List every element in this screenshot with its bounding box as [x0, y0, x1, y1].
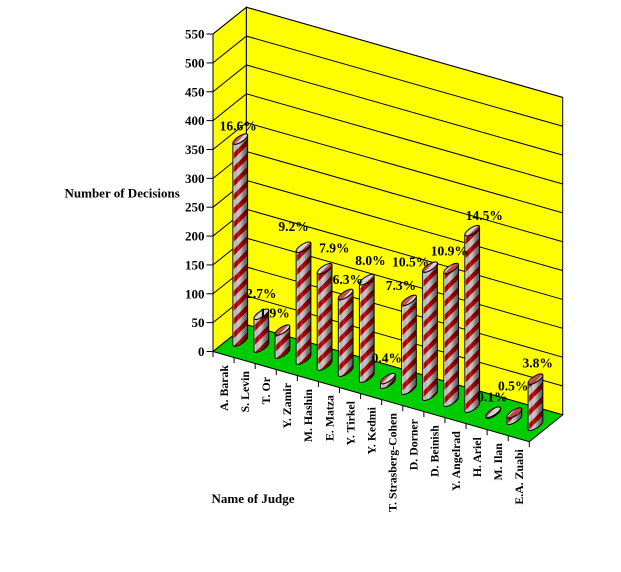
bar-cap-shade	[485, 406, 502, 418]
bar-value-label: 2.7%	[246, 286, 276, 301]
axes: 0 50 100 150 200 250 300 350 400 450 500 550 A. Bara…	[185, 27, 530, 512]
bar-2	[253, 308, 270, 353]
bar-cap-shade	[358, 273, 375, 286]
y-tick-label: 0	[198, 344, 205, 359]
bar-cap-shade	[401, 294, 417, 307]
bar-value-label: 1.9%	[259, 306, 289, 321]
bar-5	[316, 263, 333, 371]
y-tick-label: 550	[185, 27, 205, 42]
category-label: E.A. Zuabi	[512, 448, 526, 504]
bar-cap-shade	[316, 263, 333, 275]
bar-value-label: 8.0%	[355, 253, 385, 268]
y-tick-label: 150	[185, 257, 205, 272]
bar-15	[527, 373, 544, 432]
category-label: M. Ilan	[491, 443, 505, 481]
category-label: T. Or	[259, 377, 273, 404]
bar-body-shade	[443, 264, 459, 407]
bar-value-label: 7.9%	[319, 240, 349, 255]
category-label: Y. Kedmi	[364, 406, 378, 454]
y-tick-label: 250	[185, 200, 205, 215]
category-label: M. Hashin	[301, 389, 315, 443]
bar-12	[464, 224, 481, 413]
gridline	[212, 6, 563, 98]
y-tick-label: 200	[185, 229, 205, 244]
percentage-labels: 16.6% 2.7% 1.9% 9.2% 7.9% 6.3% 8.0% 0.4% 7.3% 10.…	[220, 118, 553, 404]
bar-body-shade	[401, 295, 417, 395]
bar-value-label: 0.4%	[372, 350, 402, 365]
bar-value-label: 10.5%	[392, 255, 429, 270]
category-label: E. Matza	[322, 395, 336, 441]
bar-cap-shade	[295, 241, 312, 253]
gridline	[212, 35, 563, 127]
bar-value-label: 16.6%	[220, 118, 257, 133]
y-tick-label: 450	[185, 84, 205, 99]
category-label: D. Beinish	[428, 425, 442, 477]
y-tick-label: 50	[192, 315, 205, 330]
bar-7	[358, 273, 375, 383]
gridline	[212, 93, 563, 185]
bar-13	[485, 406, 502, 419]
bar-14	[506, 407, 523, 426]
category-label: S. Levin	[238, 371, 252, 413]
gridline	[212, 122, 563, 214]
category-label: D. Dorner	[407, 419, 421, 470]
bar-value-label: 9.2%	[278, 219, 308, 234]
bar-cap-shade	[253, 308, 270, 320]
category-label: H. Ariel	[470, 436, 484, 477]
bar-body-shade	[316, 264, 333, 371]
category-label: T. Strasberg-Cohen	[386, 413, 400, 512]
y-axis-title: Number of Decisions	[65, 186, 180, 201]
x-axis-title: Name of Judge	[212, 491, 295, 506]
y-tick-label: 350	[185, 142, 205, 157]
bar-value-label: 7.3%	[386, 278, 416, 293]
bar-cap-shade	[506, 407, 523, 419]
bar-value-label: 10.9%	[431, 243, 468, 258]
category-label: Y. Angelrad	[449, 431, 463, 491]
bar-9	[401, 294, 417, 395]
bar-11	[443, 262, 459, 407]
bar-cap-shade	[527, 373, 544, 385]
y-tick-label: 400	[185, 113, 205, 128]
bar-value-label: 6.3%	[333, 272, 363, 287]
gridline	[212, 64, 563, 156]
bar-cap-shade	[422, 261, 438, 273]
bar-cap-shade	[379, 372, 396, 385]
bar-cap-shade	[232, 133, 249, 145]
y-tick-label: 300	[185, 171, 205, 186]
bar-body-shade	[295, 242, 312, 365]
category-label: A. Barak	[217, 365, 231, 411]
category-label: Y. Tirkel	[343, 400, 357, 445]
bar-1	[232, 133, 249, 347]
bar-body-shade	[358, 275, 375, 383]
bar-4	[295, 241, 312, 365]
y-tick-label: 500	[185, 55, 205, 70]
bar-cap-shade	[274, 324, 291, 336]
bar-value-label: 0.5%	[498, 379, 528, 394]
bar-3	[274, 324, 291, 359]
bar-value-label: 3.8%	[522, 355, 552, 370]
bar-cap-shade	[337, 288, 354, 301]
bars	[232, 133, 544, 432]
bar-value-label: 14.5%	[466, 208, 503, 223]
bar-6	[337, 288, 354, 377]
bar-10	[422, 261, 438, 401]
bar-8	[379, 372, 396, 389]
bar-body-shade	[337, 289, 354, 377]
bar-cap-shade	[464, 224, 481, 237]
bar-value-label: 0.1%	[477, 389, 507, 404]
bar-body-shade	[232, 134, 249, 347]
bar-body-shade	[422, 262, 438, 401]
y-tick-label: 100	[185, 286, 205, 301]
bar-cap-shade	[443, 262, 459, 275]
category-label: Y. Zamir	[280, 383, 294, 428]
